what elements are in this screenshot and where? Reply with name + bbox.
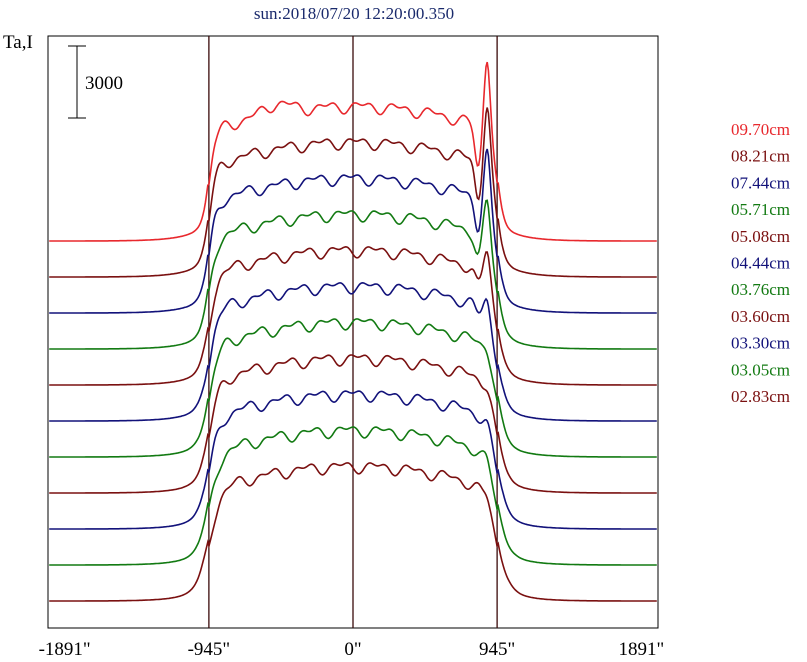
series-line-03.30cm [49,390,657,530]
x-tick-label: -1891" [39,639,91,660]
scale-bar: 3000 [68,45,123,119]
x-tick-label: -945" [188,639,231,660]
series-line-09.70cm [49,61,657,242]
series-line-07.44cm [49,148,657,314]
x-tick-label: 945" [479,639,515,660]
series-line-03.60cm [49,354,657,494]
legend-entry: 05.71cm [731,200,790,219]
series-line-02.83cm [49,462,657,602]
series-line-05.08cm [49,245,657,386]
x-tick-label: 0" [344,639,361,660]
chart-title: sun:2018/07/20 12:20:00.350 [254,4,454,23]
legend: 09.70cm 08.21cm 07.44cm 05.71cm 05.08cm 04.44… [731,120,790,406]
series-line-03.76cm [49,318,657,458]
legend-entry: 08.21cm [731,147,790,166]
series-line-04.44cm [49,281,657,422]
legend-entry: 03.60cm [731,307,790,326]
legend-entry: 04.44cm [731,254,790,273]
legend-entry: 03.30cm [731,334,790,353]
series-line-08.21cm [49,107,657,278]
y-axis-label: Ta,I [3,32,33,53]
series-group [49,61,657,602]
legend-entry: 02.83cm [731,387,790,406]
legend-entry: 09.70cm [731,120,790,139]
legend-entry: 03.76cm [731,280,790,299]
legend-entry: 03.05cm [731,360,790,379]
x-tick-labels: -1891" -945" 0" 945" 1891" [39,639,665,660]
series-line-05.71cm [49,199,657,350]
series-line-03.05cm [49,426,657,566]
legend-entry: 05.08cm [731,227,790,246]
legend-entry: 07.44cm [731,173,790,192]
scale-bar-label: 3000 [85,73,123,94]
x-tick-label: 1891" [618,639,664,660]
